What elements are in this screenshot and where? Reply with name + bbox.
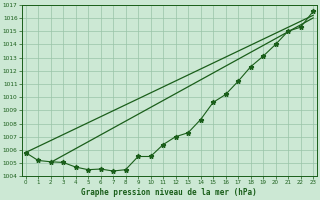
X-axis label: Graphe pression niveau de la mer (hPa): Graphe pression niveau de la mer (hPa) xyxy=(82,188,257,197)
